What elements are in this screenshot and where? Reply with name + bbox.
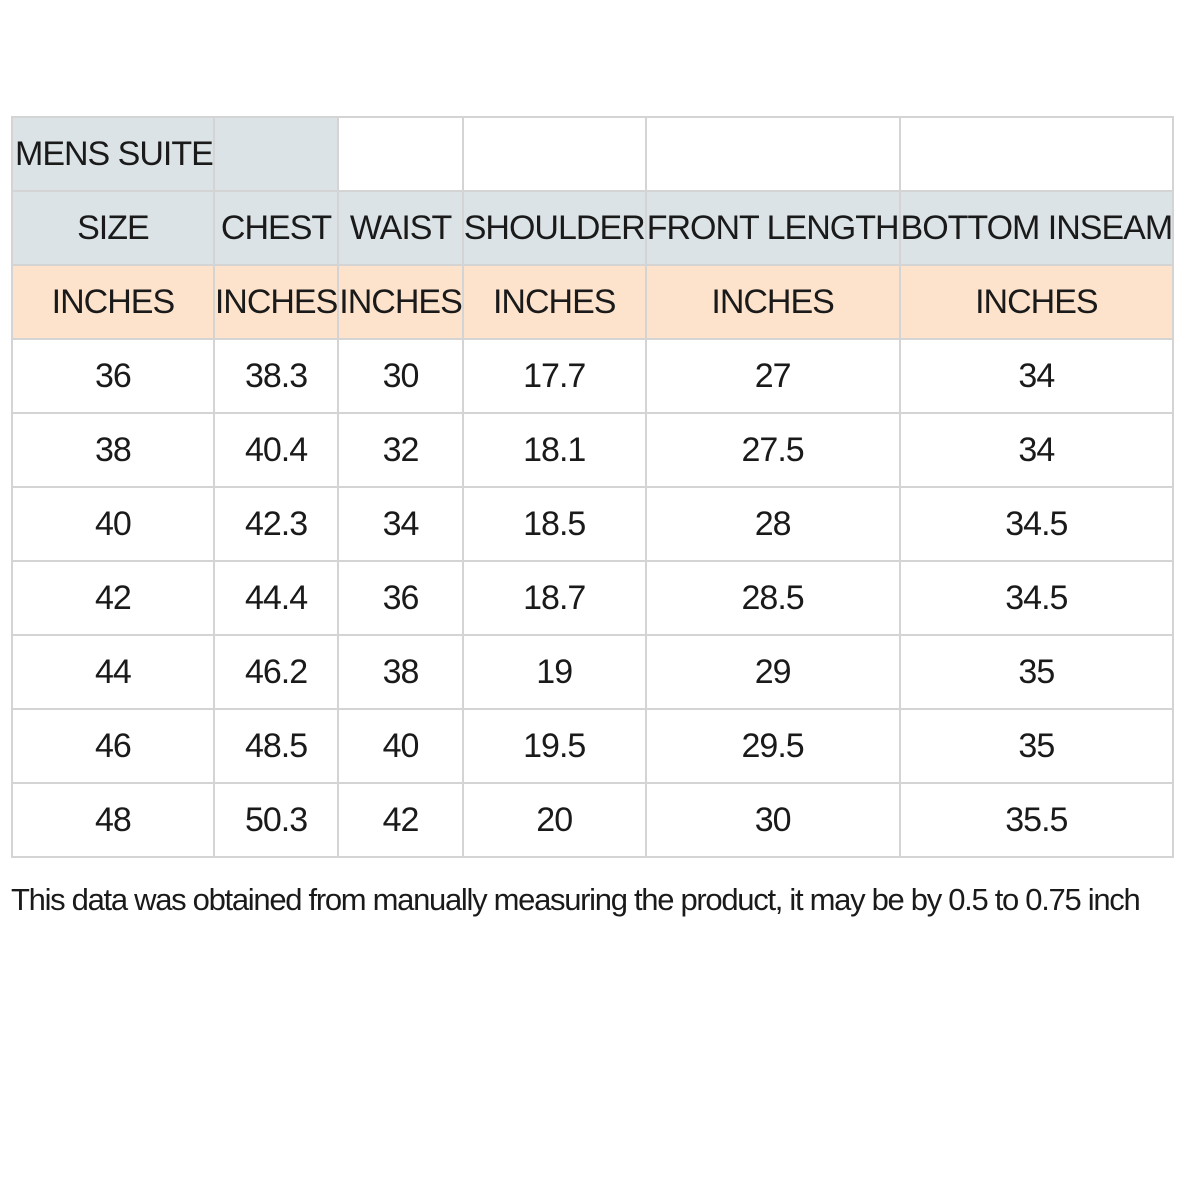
cell-size: 48 — [11, 782, 215, 858]
unit-cell: INCHES — [212, 264, 340, 340]
unit-cell: INCHES — [644, 264, 901, 340]
cell-waist: 38 — [337, 634, 464, 710]
unit-cell: INCHES — [337, 264, 464, 340]
cell-waist: 32 — [337, 412, 464, 488]
cell-bottom-inseam: 34.5 — [898, 560, 1175, 636]
header-chest: CHEST — [212, 190, 340, 266]
header-bottom-inseam: BOTTOM INSEAM — [898, 190, 1175, 266]
title-blank-cell — [337, 116, 464, 192]
table-row: 40 42.3 34 18.5 28 34.5 — [11, 486, 1175, 562]
cell-shoulder: 18.1 — [461, 412, 647, 488]
cell-front-length: 27 — [644, 338, 901, 414]
title-row: MENS SUITE — [11, 116, 1175, 192]
size-chart-table: MENS SUITE SIZE CHEST WAIST SHOULDER FRO… — [11, 116, 1175, 858]
table-title: MENS SUITE — [11, 116, 215, 192]
cell-chest: 50.3 — [212, 782, 340, 858]
cell-waist: 34 — [337, 486, 464, 562]
header-size: SIZE — [11, 190, 215, 266]
cell-chest: 48.5 — [212, 708, 340, 784]
cell-shoulder: 17.7 — [461, 338, 647, 414]
cell-size: 40 — [11, 486, 215, 562]
unit-row: INCHES INCHES INCHES INCHES INCHES INCHE… — [11, 264, 1175, 340]
cell-chest: 40.4 — [212, 412, 340, 488]
table-row: 48 50.3 42 20 30 35.5 — [11, 782, 1175, 858]
unit-cell: INCHES — [11, 264, 215, 340]
cell-size: 36 — [11, 338, 215, 414]
cell-bottom-inseam: 34.5 — [898, 486, 1175, 562]
cell-shoulder: 19.5 — [461, 708, 647, 784]
cell-bottom-inseam: 35.5 — [898, 782, 1175, 858]
title-blank-cell — [461, 116, 647, 192]
table-row: 46 48.5 40 19.5 29.5 35 — [11, 708, 1175, 784]
cell-front-length: 30 — [644, 782, 901, 858]
table-row: 38 40.4 32 18.1 27.5 34 — [11, 412, 1175, 488]
measurement-footnote: This data was obtained from manually mea… — [11, 882, 1141, 917]
cell-size: 46 — [11, 708, 215, 784]
cell-shoulder: 18.5 — [461, 486, 647, 562]
unit-cell: INCHES — [461, 264, 647, 340]
cell-size: 42 — [11, 560, 215, 636]
cell-waist: 42 — [337, 782, 464, 858]
cell-front-length: 28 — [644, 486, 901, 562]
cell-waist: 36 — [337, 560, 464, 636]
table-row: 36 38.3 30 17.7 27 34 — [11, 338, 1175, 414]
header-waist: WAIST — [337, 190, 464, 266]
column-header-row: SIZE CHEST WAIST SHOULDER FRONT LENGTH B… — [11, 190, 1175, 266]
title-blank-cell — [212, 116, 340, 192]
cell-front-length: 29 — [644, 634, 901, 710]
cell-chest: 44.4 — [212, 560, 340, 636]
cell-size: 44 — [11, 634, 215, 710]
table-row: 44 46.2 38 19 29 35 — [11, 634, 1175, 710]
title-blank-cell — [644, 116, 901, 192]
unit-cell: INCHES — [898, 264, 1175, 340]
header-front-length: FRONT LENGTH — [644, 190, 901, 266]
cell-front-length: 29.5 — [644, 708, 901, 784]
cell-waist: 40 — [337, 708, 464, 784]
cell-bottom-inseam: 35 — [898, 634, 1175, 710]
cell-chest: 38.3 — [212, 338, 340, 414]
cell-waist: 30 — [337, 338, 464, 414]
cell-chest: 42.3 — [212, 486, 340, 562]
title-blank-cell — [898, 116, 1175, 192]
cell-front-length: 27.5 — [644, 412, 901, 488]
table-body: 36 38.3 30 17.7 27 34 38 40.4 32 18.1 27.5 34 40 42.3… — [11, 338, 1175, 858]
cell-shoulder: 20 — [461, 782, 647, 858]
table-row: 42 44.4 36 18.7 28.5 34.5 — [11, 560, 1175, 636]
cell-front-length: 28.5 — [644, 560, 901, 636]
cell-bottom-inseam: 34 — [898, 338, 1175, 414]
cell-size: 38 — [11, 412, 215, 488]
cell-bottom-inseam: 35 — [898, 708, 1175, 784]
cell-chest: 46.2 — [212, 634, 340, 710]
cell-shoulder: 18.7 — [461, 560, 647, 636]
header-shoulder: SHOULDER — [461, 190, 647, 266]
cell-bottom-inseam: 34 — [898, 412, 1175, 488]
cell-shoulder: 19 — [461, 634, 647, 710]
